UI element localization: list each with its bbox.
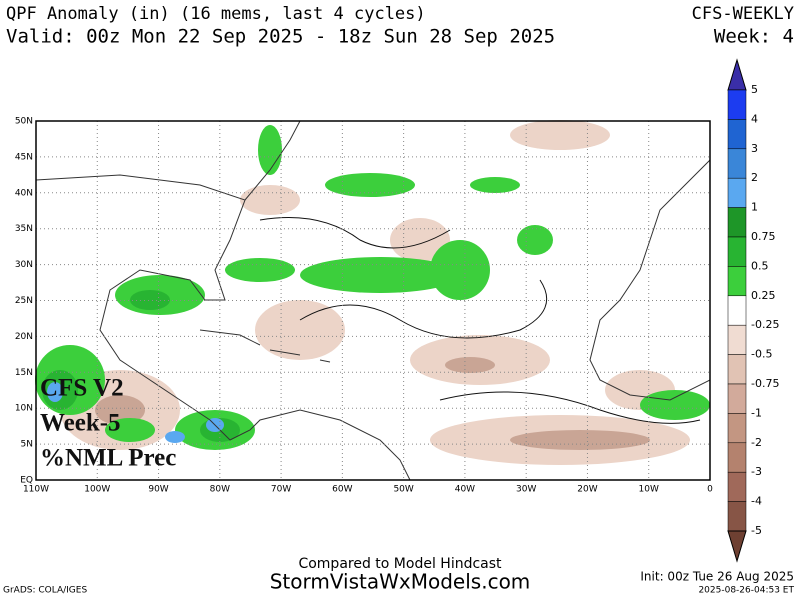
lat-label: 45N	[15, 152, 33, 162]
colorbar-swatch	[727, 501, 747, 532]
overlay-line: %NML Prec	[40, 445, 176, 472]
lat-label: 15N	[15, 368, 33, 378]
map: CFS V2 Week-5 %NML Prec 50N 45N 40N 35N 30N 2…	[15, 117, 713, 495]
colorbar-swatch	[727, 236, 747, 267]
lon-label: 80W	[210, 485, 230, 495]
wet-anomaly	[35, 125, 710, 450]
overlay-line: Week-5	[40, 410, 121, 437]
anomaly-contours	[259, 217, 701, 424]
lat-label: 20N	[15, 332, 33, 342]
colorbar-label: -0.5	[751, 348, 772, 361]
colorbar-label: 5	[751, 83, 758, 96]
graticule	[36, 121, 710, 480]
lon-label: 100W	[84, 485, 110, 495]
lon-label: 90W	[148, 485, 168, 495]
colorbar-label: 3	[751, 142, 758, 155]
colorbar-swatch	[727, 383, 747, 414]
colorbar-label: -0.25	[751, 318, 779, 331]
lon-label: 40W	[455, 485, 475, 495]
lat-label: EQ	[20, 476, 33, 486]
colorbar-swatch	[727, 442, 747, 473]
lat-label: 25N	[15, 296, 33, 306]
lon-label: 10W	[639, 485, 659, 495]
lon-label: 60W	[332, 485, 352, 495]
colorbar-label: 0.25	[751, 289, 776, 302]
colorbar-label: 4	[751, 112, 758, 125]
colorbar-label: -2	[751, 436, 762, 449]
lat-label: 40N	[15, 188, 33, 198]
colorbar-label: 0.5	[751, 259, 769, 272]
colorbar-label: -4	[751, 495, 762, 508]
colorbar-swatch	[727, 207, 747, 238]
colorbar-arrow	[727, 530, 747, 563]
lat-label: 35N	[15, 224, 33, 234]
lon-label: 70W	[271, 485, 291, 495]
colorbar-label: -0.75	[751, 377, 779, 390]
title: QPF Anomaly (in) (16 mems, last 4 cycles…	[6, 4, 426, 24]
timestamp: 2025-08-26-04:53 ET	[698, 586, 794, 596]
valid-time: Valid: 00z Mon 22 Sep 2025 - 18z Sun 28 …	[6, 26, 555, 48]
colorbar-label: -1	[751, 406, 762, 419]
model: CFS-WEEKLY	[692, 4, 794, 24]
colorbar-swatch	[727, 413, 747, 444]
map-frame	[35, 120, 711, 481]
init-time: Init: 00z Tue 26 Aug 2025	[640, 570, 794, 584]
colorbar-label: -3	[751, 465, 762, 478]
colorbar-label: -5	[751, 524, 762, 537]
lat-label: 10N	[15, 404, 33, 414]
lon-label: 30W	[516, 485, 536, 495]
lon-label: 20W	[577, 485, 597, 495]
colorbar-swatch	[727, 177, 747, 208]
dry-anomaly-strong	[95, 357, 650, 450]
lat-label: 30N	[15, 260, 33, 270]
colorbar-label: 1	[751, 201, 758, 214]
colorbar-swatch	[727, 89, 747, 120]
colorbar-swatch	[727, 266, 747, 297]
colorbar-swatch	[727, 324, 747, 355]
colorbar-swatch	[727, 295, 747, 326]
colorbar-swatch	[727, 354, 747, 385]
colorbar-swatch	[727, 119, 747, 150]
colorbar-swatch	[727, 471, 747, 502]
grads-credit: GrADS: COLA/IGES	[3, 586, 87, 596]
lon-label: 0	[707, 485, 713, 495]
site: StormVistaWxModels.com	[270, 570, 531, 594]
colorbar-label: 0.75	[751, 230, 776, 243]
colorbar-arrow	[727, 58, 747, 91]
overlay-line: CFS V2	[40, 375, 124, 402]
week: Week: 4	[714, 26, 794, 48]
lat-label: 50N	[15, 117, 33, 127]
colorbar-swatch	[727, 148, 747, 179]
colorbar: 5 4 3 2 1 0.75 0.5 0.25 -0.25 -0.5 -0.75 -1 -2 -3 -4 -5	[727, 58, 779, 563]
coastlines	[35, 120, 711, 481]
lon-label: 110W	[23, 485, 49, 495]
lon-label: 50W	[393, 485, 413, 495]
lat-label: 5N	[21, 440, 33, 450]
colorbar-label: 2	[751, 171, 758, 184]
compared: Compared to Model Hindcast	[298, 556, 502, 572]
